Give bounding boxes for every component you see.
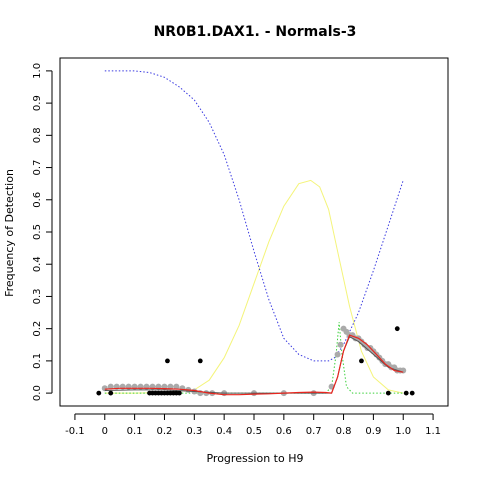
x-tick-label: 0.6 [276, 426, 292, 437]
x-tick-label: 0.5 [246, 426, 262, 437]
x-tick-label: 1.0 [395, 426, 411, 437]
black-point [96, 390, 102, 396]
red-curve [104, 334, 404, 396]
x-axis: -0.1 0 0.1 0.2 0.3 0.4 0.5 0.6 0.7 0.8 0.9 1.0 1.1 [65, 413, 441, 437]
x-tick-label: 0.4 [216, 426, 232, 437]
dark-curve [104, 335, 404, 394]
y-tick-label: 0.5 [32, 224, 43, 240]
black-point [176, 390, 182, 396]
y-tick-label: 0.8 [32, 127, 43, 143]
x-tick-label: 0.7 [306, 426, 322, 437]
blue-dotted-curve [104, 70, 404, 362]
x-tick-label: 0.1 [127, 426, 143, 437]
yellow-curve [104, 179, 404, 394]
x-tick-label: 1.1 [425, 426, 441, 437]
y-tick-label: 0.6 [32, 192, 43, 208]
y-tick-label: 0.7 [32, 160, 43, 176]
series-layer [96, 70, 415, 397]
y-tick-label: 1.0 [32, 63, 43, 79]
x-tick-label: 0.3 [186, 426, 202, 437]
black-point [403, 390, 409, 396]
y-axis-label: Frequency of Detection [3, 169, 16, 297]
y-tick-label: 0.4 [32, 256, 43, 272]
grey-point [337, 341, 344, 348]
black-point [359, 358, 364, 364]
plot-frame [59, 57, 449, 407]
grey-point [167, 383, 174, 390]
x-axis-label: Progression to H9 [206, 452, 303, 465]
grey-point [400, 367, 407, 374]
grey-point [173, 383, 180, 390]
black-point [385, 390, 391, 396]
y-tick-label: 0.0 [32, 385, 43, 401]
grey-point [334, 351, 341, 358]
x-tick-label: 0 [102, 426, 108, 437]
x-tick-label: 0.2 [157, 426, 173, 437]
chart-title: NR0B1.DAX1. - Normals-3 [154, 24, 357, 40]
black-point [165, 358, 170, 364]
black-point [409, 390, 415, 396]
x-tick-label: 0.8 [336, 426, 352, 437]
x-tick-label: 0.9 [365, 426, 381, 437]
y-tick-label: 0.2 [32, 321, 43, 337]
x-tick-label: -0.1 [65, 426, 85, 437]
black-point [197, 358, 203, 364]
green-dotted-curve [104, 322, 404, 394]
y-tick-label: 0.3 [32, 288, 43, 304]
black-point [394, 326, 400, 332]
y-tick-label: 0.1 [32, 353, 43, 369]
grey-point [101, 385, 108, 392]
y-axis: 0.0 0.1 0.2 0.3 0.4 0.5 0.6 0.7 0.8 0.9 1.0 [32, 63, 53, 401]
y-tick-label: 0.9 [32, 95, 43, 111]
black-point [108, 390, 114, 396]
